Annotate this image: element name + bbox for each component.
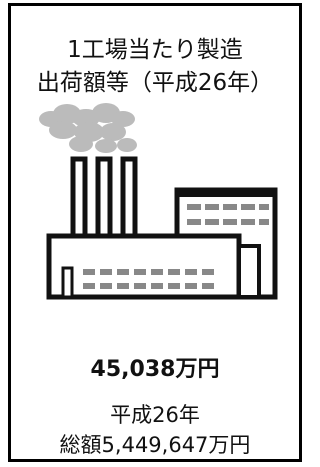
factory-icon: [11, 6, 299, 306]
info-card: 1工場当たり製造 出荷額等（平成26年） 45,038万円 平成: [8, 3, 302, 462]
small-door: [63, 268, 72, 297]
smoke: [39, 103, 137, 153]
footer-line: 総額5,449,647万円: [11, 429, 299, 459]
chimneys: [73, 159, 135, 239]
footer-line: 平成26年: [11, 399, 299, 429]
door: [239, 246, 259, 297]
value: 45,038万円: [11, 351, 299, 383]
